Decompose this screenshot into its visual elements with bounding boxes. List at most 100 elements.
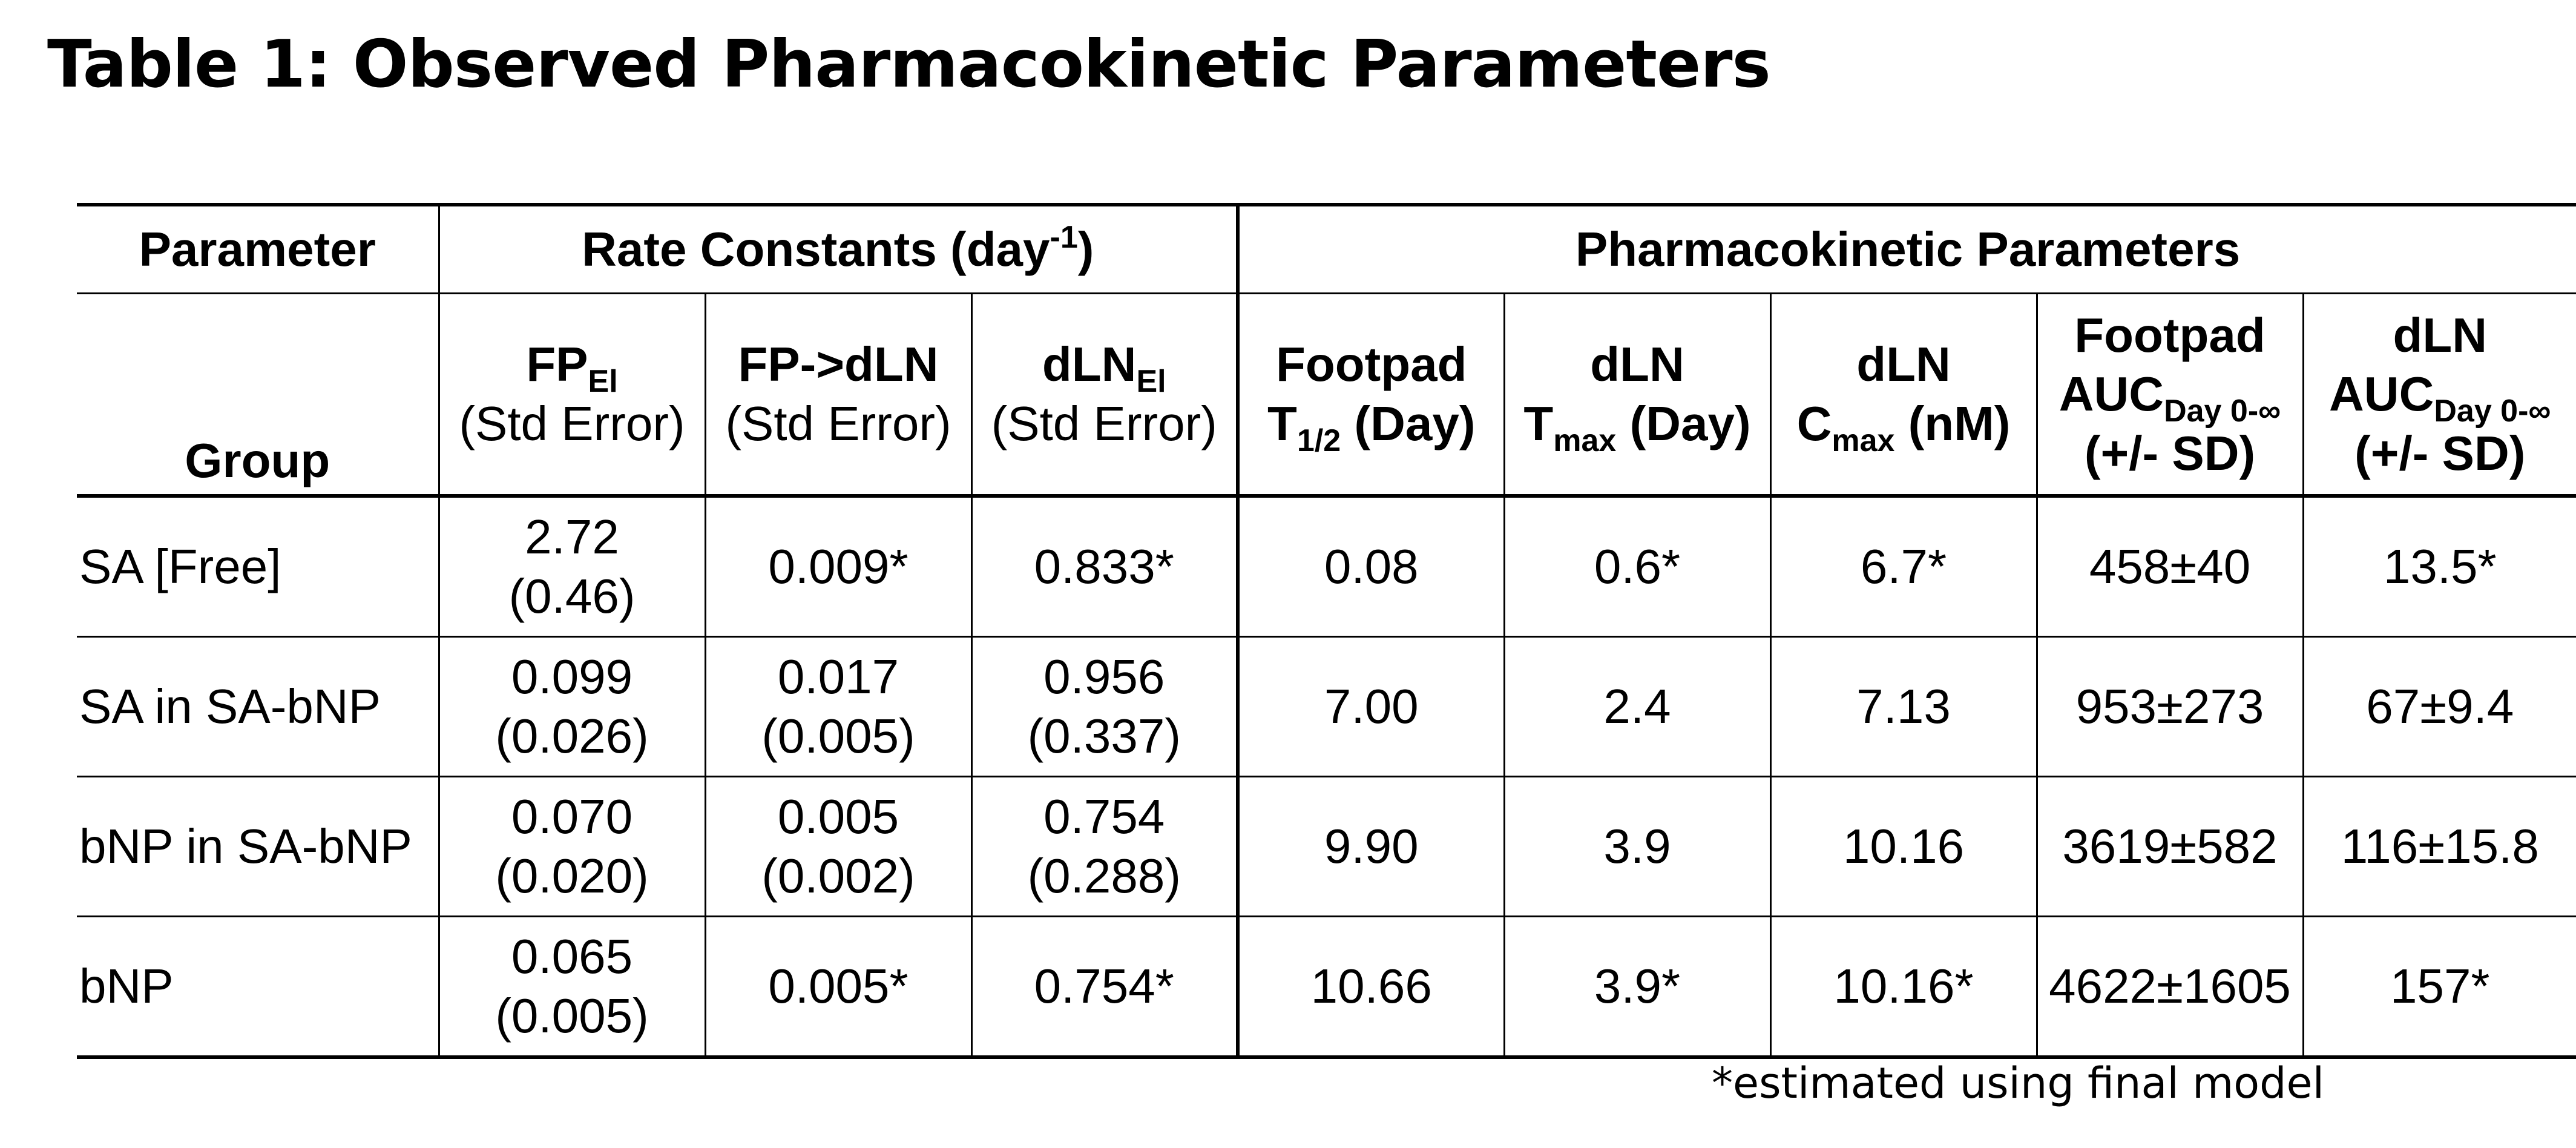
cell-footpad-auc: 458±40 xyxy=(2036,496,2303,638)
cell-footpad-t-half: 0.08 xyxy=(1236,496,1504,638)
rate-constants-close: ) xyxy=(1077,222,1094,277)
cell-dln-el: 0.754* xyxy=(970,916,1238,1059)
col-footpad-t-main: Footpad xyxy=(1276,337,1467,392)
cell-dln-el: 0.833* xyxy=(970,496,1238,638)
cell-fp-el: 0.070 (0.020) xyxy=(438,776,705,917)
cell-se: (0.020) xyxy=(495,849,649,903)
header-parameter: Parameter xyxy=(77,203,439,294)
col-footpad-auc-main: Footpad xyxy=(2074,308,2266,362)
table-row: bNP 0.065 (0.005) 0.005* 0.754* 10.66 3.9… xyxy=(77,916,2576,1059)
col-fp-el-line2: (Std Error) xyxy=(459,397,685,450)
cell-dln-tmax: 0.6* xyxy=(1503,496,1770,638)
row-group-label: SA [Free] xyxy=(77,496,439,638)
cell-fp-dln: 0.005* xyxy=(704,916,971,1059)
col-dln-tmax-l2: T xyxy=(1523,397,1554,450)
col-dln-auc-main: dLN xyxy=(2393,308,2488,362)
cell-footpad-auc: 953±273 xyxy=(2036,636,2303,777)
cell-se: (0.002) xyxy=(761,849,915,903)
cell-se: (0.288) xyxy=(1027,849,1181,903)
col-dln-cmax-l2: C xyxy=(1796,397,1832,450)
cell-fp-dln: 0.009* xyxy=(704,496,971,638)
table-title: Table 1: Observed Pharmacokinetic Parame… xyxy=(47,27,1771,102)
cell-fp-el: 2.72 (0.46) xyxy=(438,496,705,638)
pharmacokinetic-table: Parameter Rate Constants (day-1) Pharmac… xyxy=(77,203,2576,1059)
col-dln-cmax-sub: max xyxy=(1832,423,1895,458)
cell-dln-tmax: 3.9* xyxy=(1503,916,1770,1059)
col-fp-dln-line2: (Std Error) xyxy=(725,397,951,450)
col-fp-el-main: FP xyxy=(526,337,588,392)
cell-dln-cmax: 7.13 xyxy=(1769,636,2037,777)
cell-footpad-t-half: 7.00 xyxy=(1236,636,1504,777)
header-fp-el: FPEl (Std Error) xyxy=(438,293,705,498)
cell-footpad-auc: 4622±1605 xyxy=(2036,916,2303,1059)
row-group-label: bNP xyxy=(77,916,439,1059)
cell-dln-cmax: 6.7* xyxy=(1769,496,2037,638)
cell-footpad-t-half: 9.90 xyxy=(1236,776,1504,917)
cell-value: 0.065 xyxy=(511,929,633,984)
col-footpad-t-l2: T xyxy=(1267,397,1297,450)
col-footpad-auc-l2: AUC xyxy=(2058,367,2164,421)
col-fp-el-sub: El xyxy=(588,364,618,400)
header-fp-dln: FP->dLN (Std Error) xyxy=(704,293,971,498)
cell-dln-el: 0.956 (0.337) xyxy=(970,636,1238,777)
cell-dln-auc: 116±15.8 xyxy=(2302,776,2576,917)
col-footpad-t-tail: (Day) xyxy=(1341,397,1476,450)
cell-footpad-auc: 3619±582 xyxy=(2036,776,2303,917)
header-dln-auc: dLN AUCDay 0-∞ (+/- SD) xyxy=(2302,293,2576,498)
col-dln-cmax-main: dLN xyxy=(1856,337,1951,392)
col-footpad-t-sub: 1/2 xyxy=(1296,423,1341,458)
col-dln-tmax-sub: max xyxy=(1553,423,1617,458)
cell-value: 0.099 xyxy=(511,650,633,704)
col-dln-tmax-tail: (Day) xyxy=(1616,397,1751,450)
col-dln-el-sub: El xyxy=(1136,364,1166,400)
cell-value: 0.956 xyxy=(1043,650,1165,704)
col-dln-auc-sub: Day 0-∞ xyxy=(2434,394,2551,429)
header-footpad-auc: Footpad AUCDay 0-∞ (+/- SD) xyxy=(2036,293,2303,498)
table-row: SA in SA-bNP 0.099 (0.026) 0.017 (0.005) 0… xyxy=(77,636,2576,777)
cell-dln-cmax: 10.16* xyxy=(1769,916,2037,1059)
col-dln-el-line2: (Std Error) xyxy=(991,397,1217,450)
header-dln-cmax: dLN Cmax (nM) xyxy=(1769,293,2037,498)
header-group: Group xyxy=(77,293,439,498)
cell-dln-auc: 67±9.4 xyxy=(2302,636,2576,777)
col-dln-el-main: dLN xyxy=(1042,337,1137,392)
row-group-label: bNP in SA-bNP xyxy=(77,776,439,917)
header-pk-parameters: Pharmacokinetic Parameters xyxy=(1235,203,2576,294)
cell-se: (0.46) xyxy=(508,569,636,623)
header-row-1: Parameter Rate Constants (day-1) Pharmac… xyxy=(77,203,2576,294)
col-footpad-auc-sub: Day 0-∞ xyxy=(2164,394,2281,429)
cell-dln-auc: 13.5* xyxy=(2302,496,2576,638)
cell-value: 0.070 xyxy=(511,790,633,844)
cell-dln-tmax: 2.4 xyxy=(1503,636,1770,777)
col-dln-tmax-main: dLN xyxy=(1590,337,1684,392)
cell-value: 0.017 xyxy=(777,650,899,704)
row-group-label: SA in SA-bNP xyxy=(77,636,439,777)
table-row: bNP in SA-bNP 0.070 (0.020) 0.005 (0.002) … xyxy=(77,776,2576,917)
header-rate-constants: Rate Constants (day-1) xyxy=(438,203,1238,294)
col-fp-dln-main: FP->dLN xyxy=(738,337,939,392)
col-dln-cmax-tail: (nM) xyxy=(1894,397,2011,450)
rate-constants-sup: -1 xyxy=(1050,220,1078,256)
cell-value: 0.754 xyxy=(1043,790,1165,844)
cell-se: (0.005) xyxy=(761,709,915,763)
cell-fp-dln: 0.017 (0.005) xyxy=(704,636,971,777)
col-dln-auc-l2: AUC xyxy=(2329,367,2434,421)
col-footpad-auc-l3: (+/- SD) xyxy=(2084,426,2256,480)
cell-dln-auc: 157* xyxy=(2302,916,2576,1059)
cell-dln-cmax: 10.16 xyxy=(1769,776,2037,917)
cell-value: 2.72 xyxy=(525,510,619,564)
cell-fp-el: 0.099 (0.026) xyxy=(438,636,705,777)
cell-value: 0.005 xyxy=(777,790,899,844)
cell-footpad-t-half: 10.66 xyxy=(1236,916,1504,1059)
footnote: *estimated using final model xyxy=(1712,1058,2325,1108)
header-dln-tmax: dLN Tmax (Day) xyxy=(1503,293,1770,498)
header-row-2: Group FPEl (Std Error) FP->dLN (Std Erro… xyxy=(77,293,2576,498)
rate-constants-text: Rate Constants (day xyxy=(582,222,1050,277)
cell-dln-tmax: 3.9 xyxy=(1503,776,1770,917)
header-footpad-t-half: Footpad T1/2 (Day) xyxy=(1236,293,1504,498)
cell-se: (0.337) xyxy=(1027,709,1181,763)
col-dln-auc-l3: (+/- SD) xyxy=(2354,426,2526,480)
cell-dln-el: 0.754 (0.288) xyxy=(970,776,1238,917)
cell-se: (0.005) xyxy=(495,989,649,1043)
cell-fp-el: 0.065 (0.005) xyxy=(438,916,705,1059)
